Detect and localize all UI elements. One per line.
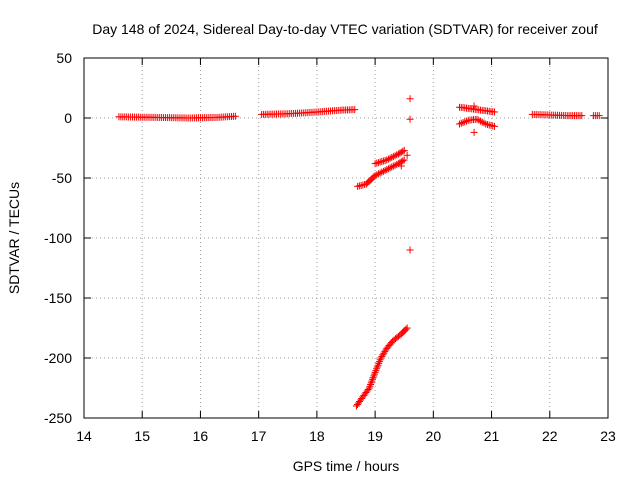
data-point-marker [384, 155, 392, 163]
data-point-marker [388, 163, 396, 171]
data-point-marker [365, 384, 373, 392]
data-point-marker [371, 172, 379, 180]
data-point-marker [384, 165, 392, 173]
y-axis-label: SDTVAR / TECUs [6, 182, 22, 294]
data-point-marker [373, 159, 381, 167]
data-point-marker [389, 162, 397, 170]
data-point-marker [368, 377, 376, 385]
y-tick-label: -50 [52, 170, 72, 186]
y-tick-label: 50 [56, 50, 72, 66]
data-point-marker [397, 162, 405, 170]
data-point-marker [470, 102, 478, 110]
data-point-marker [379, 167, 387, 175]
data-point-marker [373, 171, 381, 179]
data-point-marker [371, 368, 379, 376]
data-point-marker [373, 365, 381, 373]
y-tick-label: -250 [44, 410, 72, 426]
data-point-marker [375, 358, 383, 366]
x-tick-label: 23 [600, 428, 616, 444]
data-point-marker [391, 161, 399, 169]
x-tick-label: 17 [251, 428, 267, 444]
x-tick-label: 16 [193, 428, 209, 444]
data-point-marker [379, 157, 387, 165]
x-tick-label: 18 [309, 428, 325, 444]
data-point-marker [394, 150, 402, 158]
data-point-marker [381, 166, 389, 174]
data-point-marker [374, 159, 382, 167]
data-point-marker [367, 381, 375, 389]
data-point-marker [378, 168, 386, 176]
data-point-marker [396, 149, 404, 157]
data-point-marker [490, 122, 498, 130]
data-point-marker [370, 372, 378, 380]
data-point-marker [400, 146, 408, 154]
x-tick-label: 22 [542, 428, 558, 444]
data-point-marker [389, 153, 397, 161]
chart-title: Day 148 of 2024, Sidereal Day-to-day VTE… [92, 21, 598, 37]
y-tick-label: -200 [44, 350, 72, 366]
x-tick-label: 21 [484, 428, 500, 444]
data-point-marker [400, 156, 408, 164]
data-point-marker [459, 119, 467, 127]
data-point-marker [391, 152, 399, 160]
data-point-marker [399, 147, 407, 155]
data-point-marker [470, 128, 478, 136]
data-point-marker [490, 108, 498, 116]
data-points [115, 95, 603, 410]
data-point-marker [480, 119, 488, 127]
data-point-marker [397, 148, 405, 156]
data-point-marker [456, 120, 464, 128]
data-point-marker [376, 356, 384, 364]
data-point-marker [371, 160, 379, 168]
data-point-marker [374, 170, 382, 178]
data-point-marker [366, 382, 374, 390]
data-point-marker [402, 325, 410, 333]
data-point-marker [383, 156, 391, 164]
data-point-marker [378, 158, 386, 166]
data-point-marker [463, 117, 471, 125]
data-point-marker [406, 115, 414, 123]
data-point-marker [369, 374, 377, 382]
x-tick-label: 15 [134, 428, 150, 444]
data-point-marker [393, 160, 401, 168]
data-point-marker [457, 119, 465, 127]
data-point-marker [403, 151, 411, 159]
data-point-marker [578, 112, 586, 120]
x-tick-label: 19 [367, 428, 383, 444]
y-tick-label: -100 [44, 230, 72, 246]
data-point-marker [406, 246, 414, 254]
data-point-marker [376, 158, 384, 166]
data-point-marker [396, 159, 404, 167]
data-point-marker [393, 151, 401, 159]
data-point-marker [386, 164, 394, 172]
data-point-marker [372, 367, 380, 375]
data-point-marker [386, 154, 394, 162]
data-point-marker [376, 169, 384, 177]
data-point-marker [374, 361, 382, 369]
data-point-marker [461, 118, 469, 126]
data-point-marker [595, 112, 603, 120]
data-point-marker [370, 370, 378, 378]
y-tick-label: 0 [64, 110, 72, 126]
x-tick-label: 14 [76, 428, 92, 444]
data-point-marker [383, 166, 391, 174]
data-point-marker [375, 359, 383, 367]
data-point-marker [364, 386, 372, 393]
axis-ticks: 14 15 16 17 18 19 20 21 22 23 50 0 -50 -100 -150 -200 -2… [44, 50, 616, 444]
data-point-marker [367, 379, 375, 387]
data-point-marker [351, 106, 359, 114]
data-point-marker [381, 157, 389, 165]
data-point-marker [231, 112, 239, 120]
data-point-marker [369, 375, 377, 383]
x-tick-label: 20 [426, 428, 442, 444]
data-point-marker [399, 157, 407, 165]
data-point-marker [403, 324, 411, 332]
data-point-marker [406, 95, 414, 103]
x-axis-label: GPS time / hours [293, 458, 400, 474]
y-tick-label: -150 [44, 290, 72, 306]
data-point-marker [388, 153, 396, 161]
data-point-marker [373, 363, 381, 371]
